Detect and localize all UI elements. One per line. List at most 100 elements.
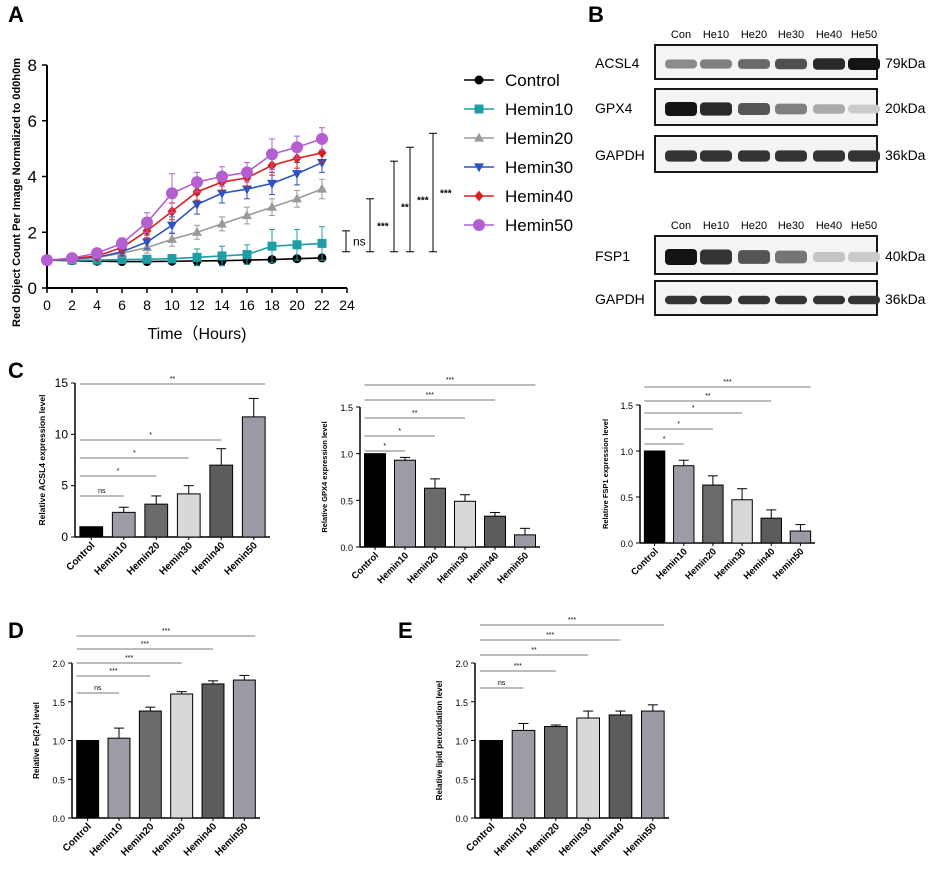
data-point <box>217 251 227 261</box>
legend-label: Control <box>505 71 560 90</box>
x-tick-label: Hemin10 <box>88 821 126 859</box>
x-tick-label: Hemin50 <box>213 821 251 859</box>
bar-hemin10 <box>107 737 131 819</box>
significance-bracket: ** <box>390 160 409 253</box>
protein-band <box>848 295 880 305</box>
panel-a-line-chart: 0 2 4 6 8 10 12 14 16 18 20 22 2402468Time（Hours)Red… <box>11 56 573 343</box>
data-point <box>292 240 302 250</box>
x-tick-label: 4 <box>93 297 101 313</box>
significance-line: * <box>644 421 713 430</box>
significance-label: ** <box>401 202 409 213</box>
x-tick-label: Hemin30 <box>435 550 471 586</box>
significance-line: *** <box>76 655 182 664</box>
protein-band <box>665 249 697 265</box>
x-tick-label: Hemin20 <box>525 821 563 859</box>
bar-hemin30 <box>170 693 194 819</box>
significance-label: ** <box>170 376 176 383</box>
data-point <box>66 252 78 265</box>
significance-line: * <box>364 443 405 452</box>
significance-label: *** <box>162 628 170 635</box>
significance-bracket: ns <box>342 230 366 253</box>
significance-label: *** <box>426 392 434 399</box>
significance-label: *** <box>141 641 149 648</box>
x-tick-label: Hemin20 <box>405 550 441 586</box>
bar-hemin10 <box>394 459 416 548</box>
significance-line: *** <box>479 617 665 626</box>
legend-label: Hemin30 <box>505 158 573 177</box>
protein-band <box>738 59 770 69</box>
y-axis-title: Relative Fe(2+) level <box>32 702 41 779</box>
x-tick-label: Hemin30 <box>158 540 196 578</box>
x-tick-label: Hemin50 <box>622 821 660 859</box>
lane-label: He10 <box>703 220 729 232</box>
bar-hemin40 <box>760 517 782 544</box>
significance-label: * <box>398 428 401 435</box>
significance-bracket: *** <box>406 146 429 253</box>
significance-label: *** <box>417 195 429 206</box>
data-point <box>192 200 202 210</box>
bar-hemin50 <box>641 710 665 819</box>
y-tick-label: 1.5 <box>455 698 468 708</box>
bar-hemin30 <box>731 499 753 544</box>
significance-bracket: *** <box>429 132 452 253</box>
y-tick-label: 1.0 <box>52 737 65 747</box>
significance-label: *** <box>546 632 554 639</box>
x-tick-label: Hemin40 <box>190 540 228 578</box>
protein-band <box>848 104 880 114</box>
bar-hemin20 <box>138 710 162 819</box>
panel-b-western-blots: Con He10 He20 He30 He40 He50 ACSL4 79kDa GPX4 20k… <box>595 29 926 316</box>
panel-label-c: C <box>8 358 24 383</box>
bar-hemin20 <box>144 503 169 538</box>
x-tick-label: 6 <box>118 297 126 313</box>
x-axis-title: Time（Hours) <box>148 325 247 343</box>
significance-line: * <box>79 468 157 477</box>
significance-line: *** <box>364 392 495 401</box>
protein-name: GPX4 <box>595 100 633 116</box>
y-tick-label: 0.5 <box>620 493 633 503</box>
data-point <box>91 247 103 260</box>
panel-c-acsl4-bar-chart: 0 5 10 15 Relative ACSL4 expression level Con… <box>37 376 270 578</box>
legend-marker <box>473 219 485 231</box>
molecular-weight: 36kDa <box>885 291 926 307</box>
lane-label: Con <box>671 220 691 232</box>
x-tick-label: 0 <box>43 297 51 313</box>
significance-label: * <box>677 421 680 428</box>
protein-band <box>813 104 845 114</box>
bar-control <box>76 740 100 819</box>
bar-hemin40 <box>201 683 225 819</box>
x-tick-label: Hemin30 <box>151 821 189 859</box>
y-tick-label: 0.5 <box>340 496 353 506</box>
protein-band <box>665 295 697 305</box>
protein-band <box>813 150 845 162</box>
bar-hemin30 <box>176 493 201 538</box>
legend-label: Hemin50 <box>505 216 573 235</box>
data-point <box>117 255 127 265</box>
significance-label: * <box>663 436 666 443</box>
y-tick-label: 1.0 <box>620 447 633 457</box>
bar-hemin50 <box>789 530 812 544</box>
lane-label: He30 <box>778 220 804 232</box>
significance-label: ns <box>98 488 106 495</box>
legend-marker <box>474 104 484 114</box>
x-tick-label: Hemin40 <box>589 821 627 859</box>
molecular-weight: 40kDa <box>885 248 926 264</box>
legend-marker <box>474 163 484 173</box>
protein-name: ACSL4 <box>595 55 640 71</box>
data-point <box>191 176 203 189</box>
x-tick-label: 22 <box>314 297 330 313</box>
x-tick-label: Hemin50 <box>771 546 807 582</box>
significance-line: *** <box>76 628 256 637</box>
significance-line: ** <box>644 393 772 402</box>
panel-label-b: B <box>588 2 604 27</box>
bar-control <box>479 740 503 819</box>
y-tick-label: 1.5 <box>52 698 65 708</box>
significance-line: * <box>644 405 743 414</box>
significance-line: *** <box>479 663 556 672</box>
series-line <box>46 161 323 261</box>
significance-line: *** <box>644 379 811 388</box>
protein-name: FSP1 <box>595 248 630 264</box>
data-point <box>142 238 152 248</box>
x-tick-label: Hemin40 <box>182 821 220 859</box>
data-point <box>192 252 202 262</box>
